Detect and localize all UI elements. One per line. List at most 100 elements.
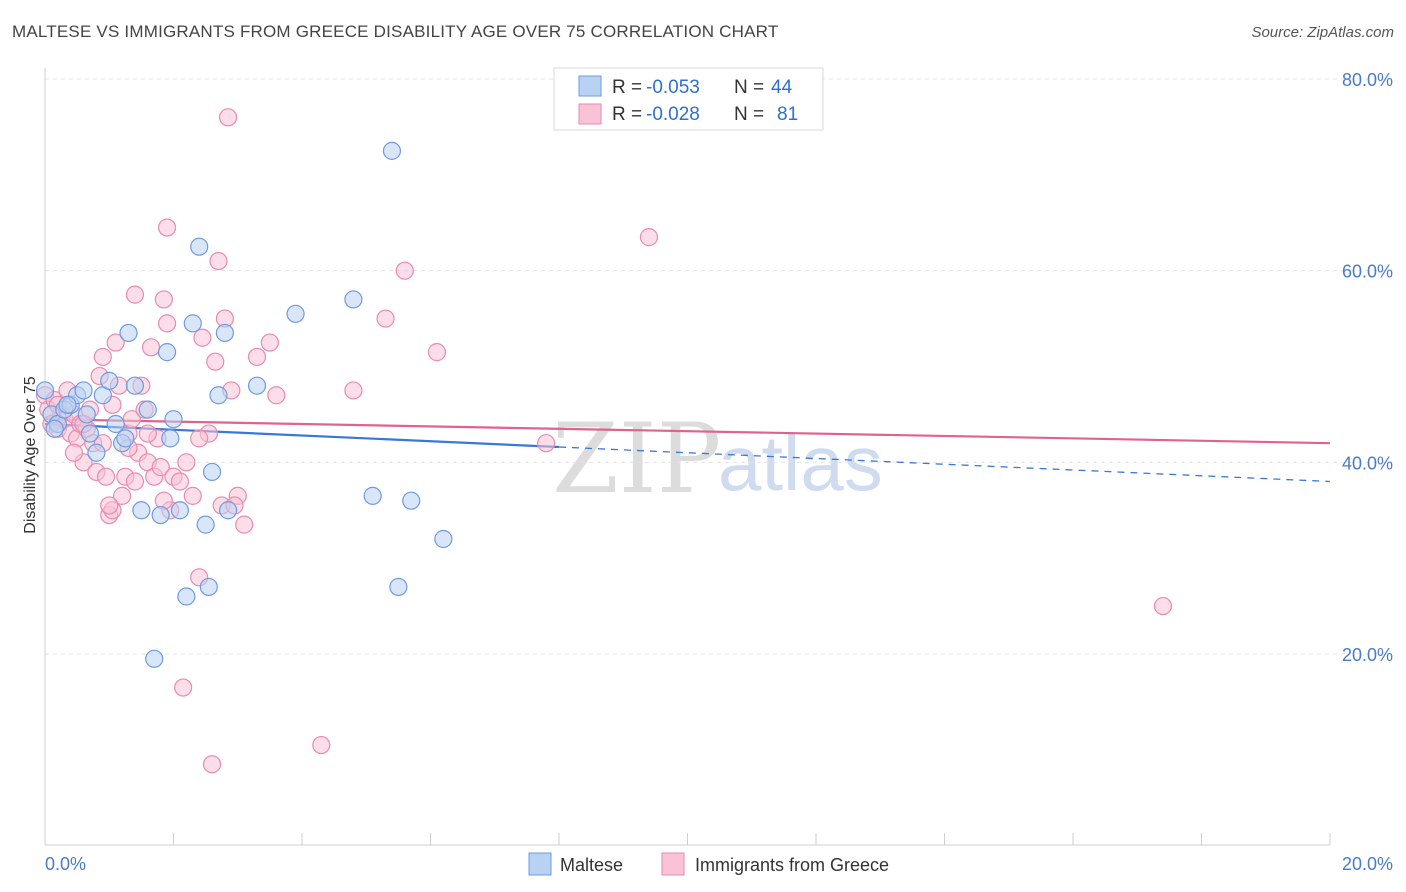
point-greece: [177, 453, 196, 472]
point-greece: [157, 218, 177, 237]
point-maltese: [389, 577, 408, 597]
point-greece: [106, 333, 125, 352]
legend-n-value-maltese: 44: [771, 77, 793, 98]
data-points: [35, 108, 1173, 774]
point-greece: [427, 343, 447, 362]
point-maltese: [125, 376, 145, 395]
point-greece: [64, 443, 84, 462]
point-greece: [260, 333, 279, 352]
legend-n-label-greece: N =: [734, 104, 764, 125]
y-axis-label: Disability Age Over 75: [22, 376, 39, 534]
point-greece: [395, 261, 414, 280]
point-maltese: [344, 290, 363, 309]
point-greece: [312, 735, 331, 755]
point-maltese: [199, 577, 218, 597]
bottom-legend-label-greece: Immigrants from Greece: [695, 855, 889, 875]
point-maltese: [183, 314, 202, 333]
point-maltese: [363, 486, 382, 505]
point-greece: [235, 515, 254, 534]
point-maltese: [219, 501, 238, 520]
point-greece: [639, 228, 659, 247]
trend-line-greece: [44, 418, 1331, 445]
point-greece: [193, 328, 212, 347]
y-tick-label: 80.0%: [1342, 70, 1393, 90]
point-maltese: [145, 649, 164, 668]
point-greece: [209, 251, 228, 271]
point-maltese: [434, 529, 453, 549]
y-tick-label: 40.0%: [1342, 453, 1393, 473]
point-maltese: [80, 424, 100, 443]
point-maltese: [164, 410, 183, 429]
point-greece: [141, 338, 161, 357]
point-maltese: [35, 381, 55, 400]
bottom-legend-label-maltese: Maltese: [560, 855, 623, 875]
point-greece: [170, 472, 190, 491]
trend-line-maltese-dashed: [558, 446, 1331, 483]
point-maltese: [247, 376, 267, 395]
legend-n-label-maltese: N =: [734, 77, 764, 98]
legend-swatch-greece: [578, 103, 602, 125]
point-maltese: [202, 462, 222, 482]
point-greece: [100, 496, 119, 515]
point-greece: [206, 352, 225, 371]
legend-r-value-greece: -0.028: [646, 104, 700, 125]
watermark-zip: ZIP: [552, 403, 721, 515]
point-maltese: [170, 501, 190, 520]
legend-r-label-maltese: R =: [612, 77, 642, 98]
point-greece: [93, 347, 112, 367]
series-legend: Maltese Immigrants from Greece: [528, 852, 889, 876]
point-maltese: [402, 491, 421, 510]
x-tick-label-min: 0.0%: [45, 854, 86, 874]
point-maltese: [177, 587, 196, 606]
point-maltese: [45, 419, 64, 438]
point-greece: [96, 467, 116, 486]
point-maltese: [382, 141, 402, 160]
point-maltese: [209, 386, 228, 405]
point-greece: [154, 290, 173, 309]
correlation-legend: R = -0.053 N = 44 R = -0.028 N = 81: [553, 67, 824, 131]
point-greece: [376, 309, 395, 328]
point-maltese: [157, 343, 177, 362]
source-label: Source: ZipAtlas.com: [1251, 24, 1394, 41]
point-greece: [183, 486, 202, 505]
tick-labels: 20.0% 40.0% 60.0% 80.0% 0.0% 20.0%: [45, 70, 1393, 874]
point-greece: [537, 434, 556, 453]
point-greece: [267, 386, 286, 405]
legend-r-label-greece: R =: [612, 104, 642, 125]
point-greece: [138, 424, 157, 443]
point-maltese: [138, 400, 157, 419]
point-greece: [190, 429, 209, 448]
point-maltese: [74, 381, 93, 400]
legend-n-value-greece: 81: [777, 104, 798, 125]
chart-title: MALTESE VS IMMIGRANTS FROM GREECE DISABI…: [12, 22, 779, 41]
point-greece: [125, 285, 145, 304]
point-greece: [344, 381, 363, 400]
point-greece: [1153, 596, 1173, 616]
point-maltese: [132, 501, 151, 520]
grid-lines: [45, 78, 1392, 655]
point-maltese: [58, 395, 77, 414]
bottom-legend-swatch-maltese: [528, 852, 552, 876]
y-tick-label: 20.0%: [1342, 645, 1393, 665]
point-greece: [202, 755, 222, 774]
axes: [44, 68, 1331, 846]
point-maltese: [77, 405, 96, 424]
point-maltese: [106, 414, 125, 434]
y-tick-label: 60.0%: [1342, 262, 1393, 282]
x-tick-label-max: 20.0%: [1342, 854, 1393, 874]
point-greece: [157, 314, 177, 333]
point-maltese: [196, 515, 215, 534]
point-maltese: [286, 304, 305, 323]
point-maltese: [116, 429, 135, 448]
point-greece: [247, 347, 267, 367]
point-maltese: [215, 323, 234, 343]
point-greece: [112, 486, 132, 505]
point-maltese: [151, 505, 170, 525]
point-maltese: [161, 429, 180, 448]
point-maltese: [119, 323, 138, 343]
point-greece: [125, 472, 145, 491]
point-maltese: [87, 443, 106, 462]
point-maltese: [190, 237, 209, 256]
point-greece: [151, 458, 170, 477]
